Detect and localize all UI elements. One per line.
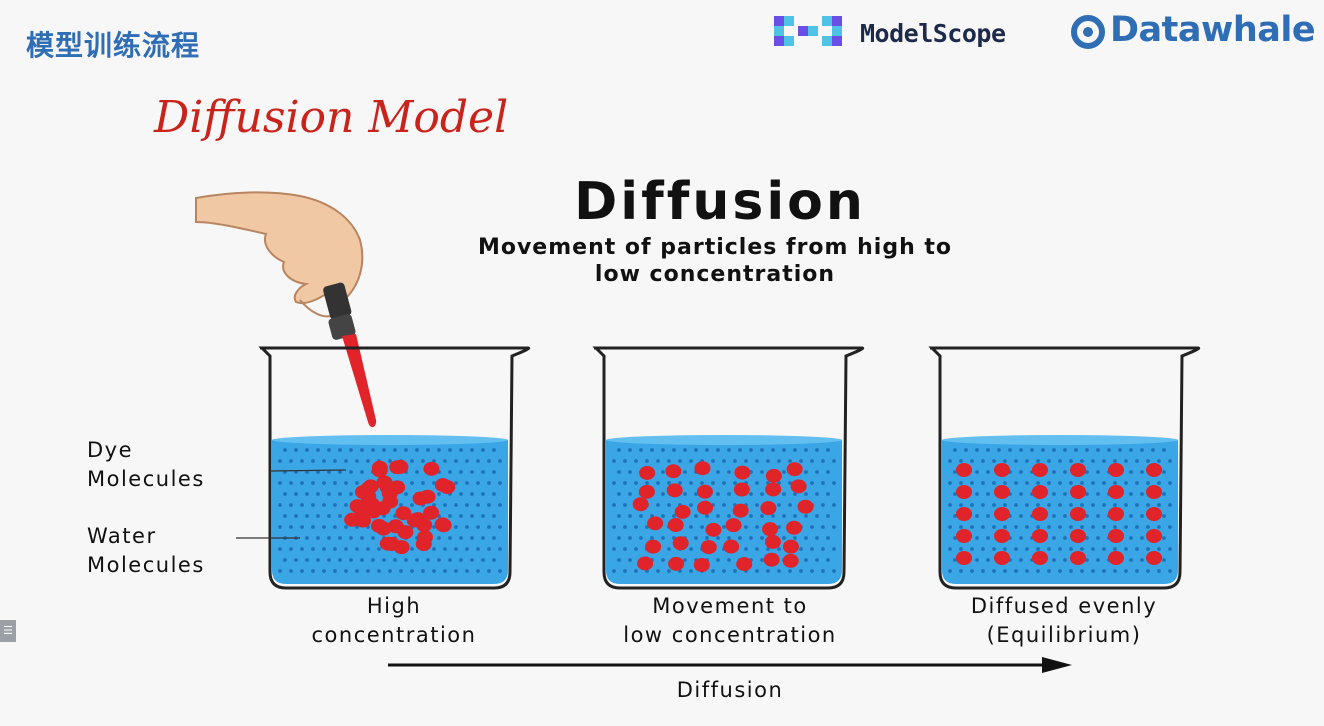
datawhale-logo-text: Datawhale bbox=[1110, 10, 1316, 50]
list-icon[interactable]: ☰ bbox=[0, 620, 16, 642]
beaker-2-caption: Movement to low concentration bbox=[580, 592, 880, 650]
subtitle-line-1: Movement of particles from high to bbox=[477, 235, 953, 260]
dropper-tube bbox=[342, 334, 377, 428]
dye-label-line-1: Dye bbox=[87, 438, 134, 462]
water-molecules bbox=[948, 448, 1172, 573]
dye-molecules bbox=[956, 463, 1162, 565]
beaker-1-caption: High concentration bbox=[262, 592, 526, 650]
water-molecules-label: Water Molecules bbox=[87, 522, 205, 580]
water bbox=[606, 440, 842, 584]
beaker-glass bbox=[592, 346, 865, 590]
water-label-line-1: Water bbox=[87, 524, 157, 548]
beaker-3-caption-line-1: Diffused evenly bbox=[970, 594, 1158, 618]
beaker-3-caption: Diffused evenly (Equilibrium) bbox=[930, 592, 1198, 650]
beaker-3 bbox=[928, 346, 1201, 590]
hand-with-dropper-icon bbox=[195, 191, 377, 428]
water bbox=[272, 440, 508, 584]
beaker-1 bbox=[258, 346, 531, 590]
diagram-subtitle: Movement of particles from high to low c… bbox=[420, 234, 1010, 288]
arrow-label: Diffusion bbox=[676, 678, 784, 702]
beaker-3-caption-line-2: (Equilibrium) bbox=[986, 623, 1142, 647]
dye-label-line-2: Molecules bbox=[87, 467, 205, 491]
slide-title: 模型训练流程 bbox=[26, 29, 201, 62]
beaker-1-caption-line-2: concentration bbox=[311, 623, 477, 647]
dye-molecules bbox=[344, 459, 456, 555]
dye-molecules bbox=[632, 461, 814, 573]
subtitle-line-2: low concentration bbox=[594, 262, 836, 287]
beaker-2-caption-line-2: low concentration bbox=[623, 623, 837, 647]
beaker-2-caption-line-1: Movement to bbox=[652, 594, 808, 618]
water-label-line-2: Molecules bbox=[87, 553, 205, 577]
beaker-glass bbox=[258, 346, 531, 590]
dropper-bulb bbox=[323, 282, 352, 320]
beaker-glass bbox=[928, 346, 1201, 590]
logo-bar: ModelScope Datawhale bbox=[770, 8, 1320, 56]
dye-molecules-label: Dye Molecules bbox=[87, 436, 205, 494]
beaker-1-caption-line-1: High bbox=[366, 594, 422, 618]
modelscope-logo-text: ModelScope bbox=[860, 19, 1006, 48]
modelscope-logo-icon bbox=[774, 16, 842, 46]
beaker-2 bbox=[592, 346, 865, 590]
diffusion-arrow bbox=[388, 657, 1072, 673]
section-heading: Diffusion Model bbox=[154, 92, 509, 143]
diagram-title: Diffusion bbox=[574, 172, 866, 232]
datawhale-logo-icon bbox=[1071, 15, 1105, 49]
